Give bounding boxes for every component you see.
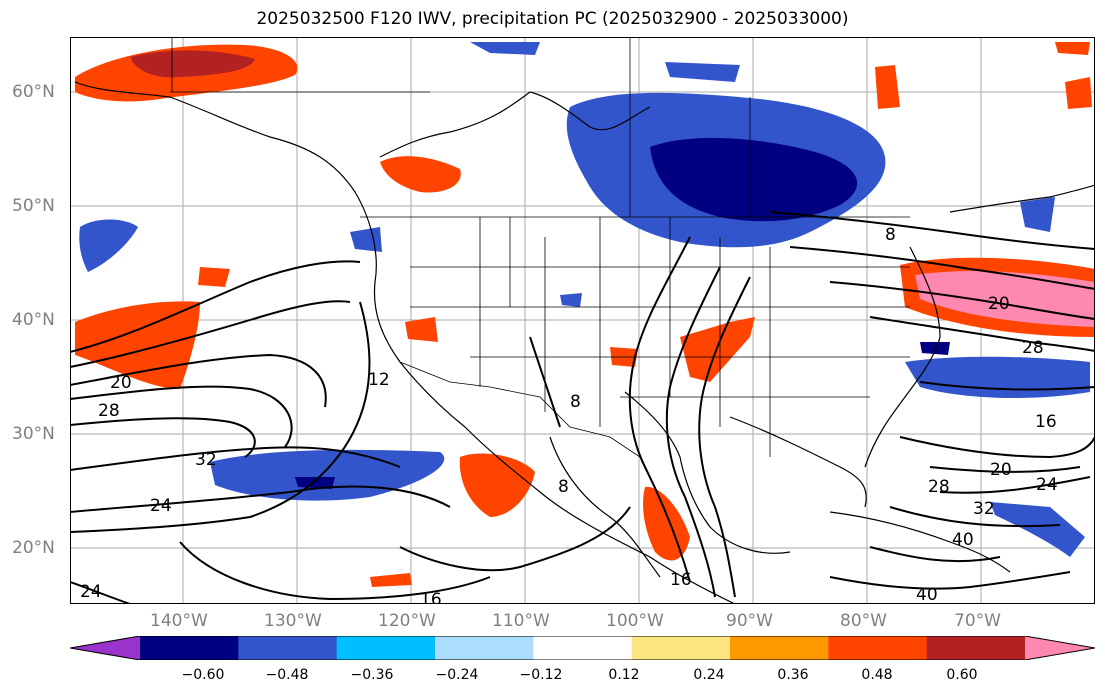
contour-label: 24	[150, 496, 172, 516]
colorbar-segment	[631, 636, 731, 660]
colorbar-segment	[140, 636, 239, 660]
contour-label: 28	[98, 401, 120, 421]
contour-label: 32	[195, 450, 217, 470]
contour-label: 8	[885, 225, 896, 245]
coastlines	[74, 81, 1095, 604]
colorbar-segment	[730, 636, 829, 660]
contour-label: 40	[916, 585, 938, 604]
contour-label: 12	[368, 370, 390, 390]
colorbar-tick: −0.48	[265, 667, 309, 683]
lon-label-120: 120°W	[378, 611, 436, 631]
lon-label-110: 110°W	[492, 611, 550, 631]
colorbar	[70, 636, 1095, 660]
iwv-contours	[70, 211, 1095, 604]
contour-label: 32	[973, 499, 995, 519]
colorbar-segment	[828, 636, 928, 660]
colorbar-segments	[70, 636, 1095, 660]
contour-label: 20	[988, 294, 1010, 314]
lat-label-40: 40°N	[12, 310, 55, 330]
contour-label: 8	[570, 392, 581, 412]
colorbar-segment	[336, 636, 436, 660]
colorbar-tick: 0.24	[693, 667, 725, 683]
contour-label: 24	[1036, 475, 1058, 495]
lon-label-80: 80°W	[840, 611, 887, 631]
colorbar-segment	[435, 636, 534, 660]
map-frame	[70, 37, 1095, 604]
contour-label: 16	[420, 590, 442, 604]
political-borders	[170, 37, 910, 458]
lon-label-90: 90°W	[726, 611, 773, 631]
contour-label: 24	[80, 582, 102, 602]
colorbar-extend-high	[1025, 636, 1095, 660]
colorbar-tick: −0.60	[181, 667, 225, 683]
colorbar-tick: 0.48	[861, 667, 893, 683]
colorbar-segment	[533, 636, 633, 660]
lon-label-140: 140°W	[150, 611, 208, 631]
colorbar-tick: −0.24	[435, 667, 479, 683]
lat-label-30: 30°N	[12, 424, 55, 444]
contour-label: 28	[1022, 338, 1044, 358]
lat-label-20: 20°N	[12, 538, 55, 558]
colorbar-segment	[926, 636, 1026, 660]
contour-label: 20	[110, 373, 132, 393]
lon-label-130: 130°W	[264, 611, 322, 631]
map-panel: 20 28 24 32 24 12 16 8 8 20 28 16 20 24 …	[70, 37, 1095, 604]
colorbar-tick: −0.12	[519, 667, 563, 683]
colorbar-tick: −0.36	[350, 667, 394, 683]
lon-label-100: 100°W	[606, 611, 664, 631]
contour-label: 20	[990, 460, 1012, 480]
contour-labels: 20 28 24 32 24 12 16 8 8 20 28 16 20 24 …	[80, 225, 1058, 604]
contour-label: 16	[1035, 412, 1057, 432]
map-title: 2025032500 F120 IWV, precipitation PC (2…	[256, 9, 849, 29]
contour-label: 8	[558, 477, 569, 497]
lat-label-60: 60°N	[12, 82, 55, 102]
contour-label: 28	[928, 477, 950, 497]
colorbar-tick: 0.12	[608, 667, 640, 683]
colorbar-tick: 0.36	[777, 667, 809, 683]
colorbar-segment	[238, 636, 338, 660]
colorbar-tick: 0.60	[946, 667, 978, 683]
lat-label-50: 50°N	[12, 196, 55, 216]
lon-label-70: 70°W	[954, 611, 1001, 631]
colorbar-extend-low	[70, 636, 140, 660]
contour-label: 16	[670, 570, 692, 590]
contour-label: 40	[952, 530, 974, 550]
